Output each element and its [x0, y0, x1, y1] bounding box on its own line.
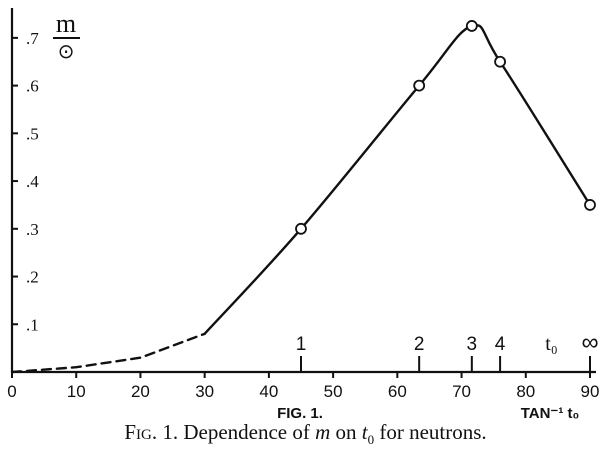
axis-label: TAN⁻¹ t₀: [521, 405, 580, 420]
x-tick-label: 40: [259, 382, 278, 401]
data-point: [584, 199, 596, 211]
y-tick-label: .1: [26, 315, 39, 334]
labels: .1 .2 .3 .4 .5 .6 .7 0 10 20 30 40 50 60 70 80 90 1 2 3 4 ∞ t₀…: [7, 9, 599, 420]
caption-on: on: [330, 420, 362, 444]
caption-suffix: for neutrons.: [374, 420, 487, 444]
top-tick-label: 4: [495, 334, 506, 355]
x-tick-label: 50: [324, 382, 343, 401]
caption-text: Dependence of: [178, 420, 316, 444]
y-tick-label: .6: [26, 77, 39, 96]
y-tick-label: .5: [26, 124, 39, 143]
figure-caption: Fig. 1. Dependence of m on t0 for neutro…: [0, 420, 611, 448]
y-axis-label-m: m: [56, 9, 76, 38]
data-point: [295, 222, 307, 235]
t0-marker-label: t₀: [545, 333, 558, 355]
x-tick-label: 30: [195, 382, 214, 401]
caption-prefix: Fig. 1.: [124, 420, 179, 444]
data-point: [494, 55, 506, 68]
x-tick-label: 20: [131, 382, 150, 401]
y-axis-label-sun: ⊙: [58, 39, 75, 63]
chart: .1 .2 .3 .4 .5 .6 .7 0 10 20 30 40 50 60 70 80 90 1 2 3 4 ∞ t₀…: [7, 8, 599, 420]
x-tick-label: 70: [452, 382, 471, 401]
x-tick-label: 80: [516, 382, 535, 401]
dashed-curve-segment: [10, 332, 206, 374]
x-tick-label: 10: [67, 382, 86, 401]
caption-t0-sub: 0: [367, 432, 375, 448]
x-tick-label: 60: [388, 382, 407, 401]
x-tick-label: 0: [7, 382, 16, 401]
y-tick-label: .2: [26, 268, 39, 287]
figure-label: FIG. 1.: [277, 405, 323, 420]
y-tick-label: .3: [26, 220, 39, 239]
y-tick-label: .7: [26, 29, 39, 48]
axes: [10, 8, 596, 374]
top-tick-label: 3: [467, 334, 478, 355]
data-point: [413, 79, 426, 92]
top-tick-label: 1: [296, 334, 307, 355]
top-tick-label: 2: [414, 334, 425, 355]
caption-m: m: [315, 420, 331, 444]
ticks: [11, 36, 591, 378]
caption-t0: t: [361, 420, 368, 444]
top-tick-label: ∞: [581, 329, 598, 356]
curve: [10, 23, 592, 374]
data-markers: [295, 20, 596, 235]
data-point: [465, 20, 478, 32]
x-tick-label: 90: [581, 382, 600, 401]
solid-curve: [203, 23, 592, 335]
y-tick-label: .4: [26, 172, 39, 191]
